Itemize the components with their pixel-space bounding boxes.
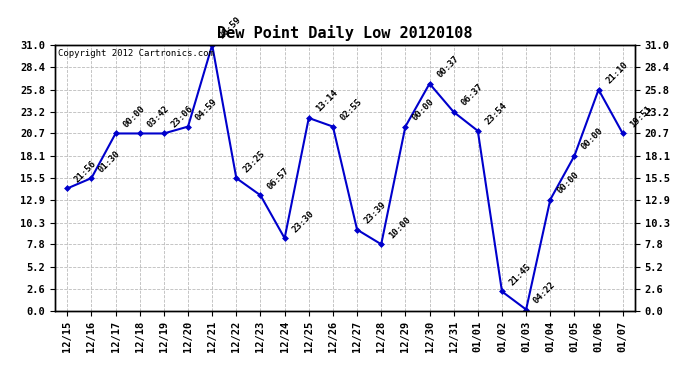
Text: Copyright 2012 Cartronics.com: Copyright 2012 Cartronics.com [58, 49, 214, 58]
Text: 19:51: 19:51 [629, 104, 653, 129]
Text: 02:55: 02:55 [339, 97, 364, 122]
Text: 04:22: 04:22 [532, 280, 557, 305]
Text: 06:57: 06:57 [266, 166, 291, 191]
Text: 04:59: 04:59 [194, 97, 219, 122]
Text: 23:25: 23:25 [242, 148, 267, 174]
Text: 20:59: 20:59 [218, 15, 243, 41]
Text: 00:00: 00:00 [411, 97, 436, 122]
Text: 21:10: 21:10 [604, 60, 629, 86]
Text: 10:00: 10:00 [387, 215, 412, 240]
Text: 00:00: 00:00 [556, 170, 581, 195]
Text: 00:00: 00:00 [121, 104, 146, 129]
Text: 13:14: 13:14 [315, 88, 339, 114]
Text: 00:37: 00:37 [435, 54, 460, 80]
Text: 23:39: 23:39 [363, 200, 388, 225]
Title: Dew Point Daily Low 20120108: Dew Point Daily Low 20120108 [217, 25, 473, 41]
Text: 06:37: 06:37 [460, 82, 484, 108]
Text: 00:00: 00:00 [580, 126, 605, 152]
Text: 23:54: 23:54 [484, 101, 509, 127]
Text: 23:06: 23:06 [170, 104, 195, 129]
Text: 21:56: 21:56 [73, 159, 98, 184]
Text: 01:30: 01:30 [97, 148, 122, 174]
Text: 03:42: 03:42 [146, 104, 170, 129]
Text: 21:45: 21:45 [508, 262, 533, 287]
Text: 23:30: 23:30 [290, 209, 315, 234]
